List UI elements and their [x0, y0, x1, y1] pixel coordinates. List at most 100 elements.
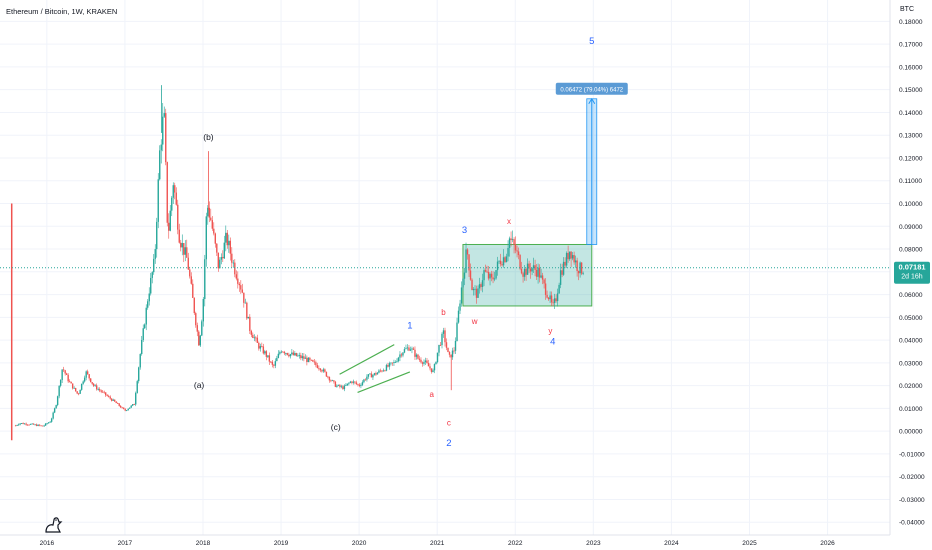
candle-body — [468, 254, 470, 271]
candle-body — [92, 383, 95, 386]
y-tick-label: 0.05000 — [899, 315, 923, 322]
candle-body — [579, 262, 581, 274]
candle-body — [484, 270, 487, 272]
candle-body — [306, 357, 308, 363]
candle-body — [364, 379, 367, 381]
candle-body — [312, 360, 314, 362]
candle-body — [154, 249, 156, 259]
candle-body — [456, 322, 458, 341]
candle-body — [71, 383, 74, 389]
candle-body — [79, 389, 81, 394]
candle-body — [408, 347, 410, 351]
wave-label: b — [441, 308, 446, 317]
candle-body — [101, 391, 104, 393]
candle-body — [385, 365, 388, 371]
y-tick-label: 0.02000 — [899, 383, 923, 390]
candle-body — [504, 257, 506, 262]
time-axis[interactable]: 2016 2017 2018 2019 2020 2021 2022 2023 2024 2025… — [40, 540, 836, 547]
tradingview-logo-icon[interactable] — [45, 517, 63, 533]
candle-body — [273, 364, 275, 366]
candle-body — [394, 361, 397, 363]
candle-body — [73, 387, 75, 389]
candle-body — [304, 357, 307, 359]
candle-body — [448, 352, 451, 355]
candle-body — [522, 273, 524, 277]
wedge-trendline[interactable] — [357, 371, 411, 394]
candle-body — [280, 351, 283, 353]
candle-body — [318, 367, 320, 369]
candle-body — [300, 355, 302, 359]
candle-body — [421, 362, 424, 364]
candle-body — [384, 370, 386, 372]
candle-body — [115, 401, 117, 404]
x-tick-label: 2023 — [586, 540, 601, 547]
candle-body — [466, 249, 469, 255]
candle-body — [31, 423, 33, 425]
candle-body — [126, 410, 128, 411]
candle-body — [525, 268, 527, 275]
candle-body — [88, 374, 90, 379]
candle-body — [438, 344, 440, 353]
candle-body — [562, 261, 565, 275]
candle-body — [181, 243, 183, 248]
candle-body — [387, 365, 389, 367]
candle-body — [17, 424, 20, 426]
candle-body — [151, 272, 153, 278]
candle-body — [217, 252, 219, 269]
candle-body — [417, 354, 419, 359]
candle-body — [118, 403, 120, 406]
candle-body — [226, 232, 229, 246]
candle-body — [307, 357, 310, 363]
candle-body — [121, 407, 123, 409]
candle-body — [180, 242, 182, 248]
candle-body — [276, 357, 278, 362]
candle-body — [219, 259, 221, 269]
candle-body — [516, 250, 518, 252]
candle-body — [184, 247, 186, 255]
candle-body — [424, 360, 427, 363]
candle-body — [274, 361, 277, 366]
candle-body — [291, 352, 293, 355]
candle-body — [259, 346, 262, 349]
candle-body — [555, 298, 557, 302]
candle-body — [532, 265, 535, 269]
candle-body — [177, 204, 179, 230]
candle-body — [277, 353, 280, 358]
candle-body — [160, 144, 162, 151]
chart-title[interactable]: Ethereum / Bitcoin, 1W, KRAKEN — [6, 7, 117, 16]
wedge-trendline[interactable] — [339, 344, 395, 375]
candle-body — [147, 301, 149, 308]
candle-body — [169, 210, 171, 231]
candle-body — [343, 385, 346, 390]
candle-body — [391, 362, 394, 364]
candle-body — [334, 381, 337, 387]
wave-label: w — [471, 317, 478, 326]
drawings[interactable]: 0.06472 (79.04%) 6472 — [10, 82, 628, 441]
candle-body — [544, 283, 547, 295]
candle-body — [37, 424, 39, 426]
projection-label: 0.06472 (79.04%) 6472 — [560, 87, 623, 93]
candle-body — [214, 233, 216, 244]
y-tick-label: -0.02000 — [899, 474, 925, 481]
candle-body — [114, 399, 116, 402]
candle-body — [210, 217, 212, 221]
candle-body — [142, 328, 144, 340]
candle-body — [570, 251, 572, 259]
candle-body — [390, 362, 392, 364]
candle-body — [507, 247, 509, 257]
candle-body — [571, 255, 574, 259]
candle-body — [271, 361, 274, 365]
candle-body — [321, 370, 323, 372]
candle-body — [264, 351, 266, 354]
candle-body — [472, 289, 475, 291]
candle-body — [103, 391, 105, 393]
candle-series[interactable] — [14, 85, 584, 427]
candle-body — [565, 252, 568, 266]
y-tick-label: 0.12000 — [899, 155, 923, 162]
candle-body — [313, 361, 316, 363]
candle-body — [430, 368, 433, 372]
y-tick-label: 0.18000 — [899, 19, 923, 26]
x-tick-label: 2018 — [196, 540, 211, 547]
candle-body — [481, 280, 484, 287]
